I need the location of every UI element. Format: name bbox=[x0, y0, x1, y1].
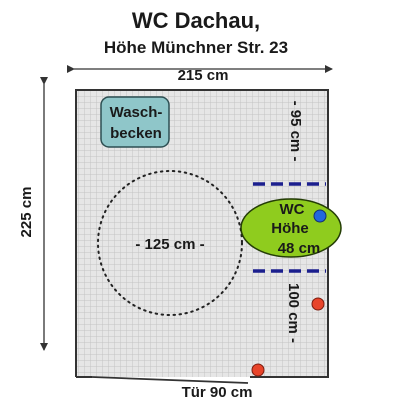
top-right-dimension-label: - 95 cm - bbox=[287, 101, 304, 162]
sink bbox=[100, 96, 170, 148]
page-title: WC Dachau, bbox=[132, 8, 260, 33]
turning-circle bbox=[97, 170, 243, 316]
height-dimension-label: 225 cm bbox=[18, 187, 35, 238]
sink-label-line2: becken bbox=[110, 125, 162, 142]
sink-label-line1: Wasch- bbox=[110, 104, 163, 121]
room-walls bbox=[75, 89, 329, 378]
turning-circle-label: - 125 cm - bbox=[135, 236, 204, 253]
toilet-label-line2: Höhe bbox=[271, 220, 309, 237]
toilet-label-line1: WC bbox=[280, 201, 305, 218]
bottom-right-dimension-label: 100 cm - bbox=[285, 283, 302, 343]
address-subtitle: Höhe Münchner Str. 23 bbox=[104, 38, 288, 57]
flush-button-marker bbox=[313, 209, 327, 223]
door bbox=[76, 376, 249, 384]
toilet-label-line3: 48 cm bbox=[278, 240, 321, 257]
emergency-button-marker bbox=[311, 297, 325, 311]
width-dimension-label: 215 cm bbox=[178, 67, 229, 84]
door-label: Tür 90 cm bbox=[182, 384, 253, 401]
door-button-marker bbox=[251, 363, 265, 377]
